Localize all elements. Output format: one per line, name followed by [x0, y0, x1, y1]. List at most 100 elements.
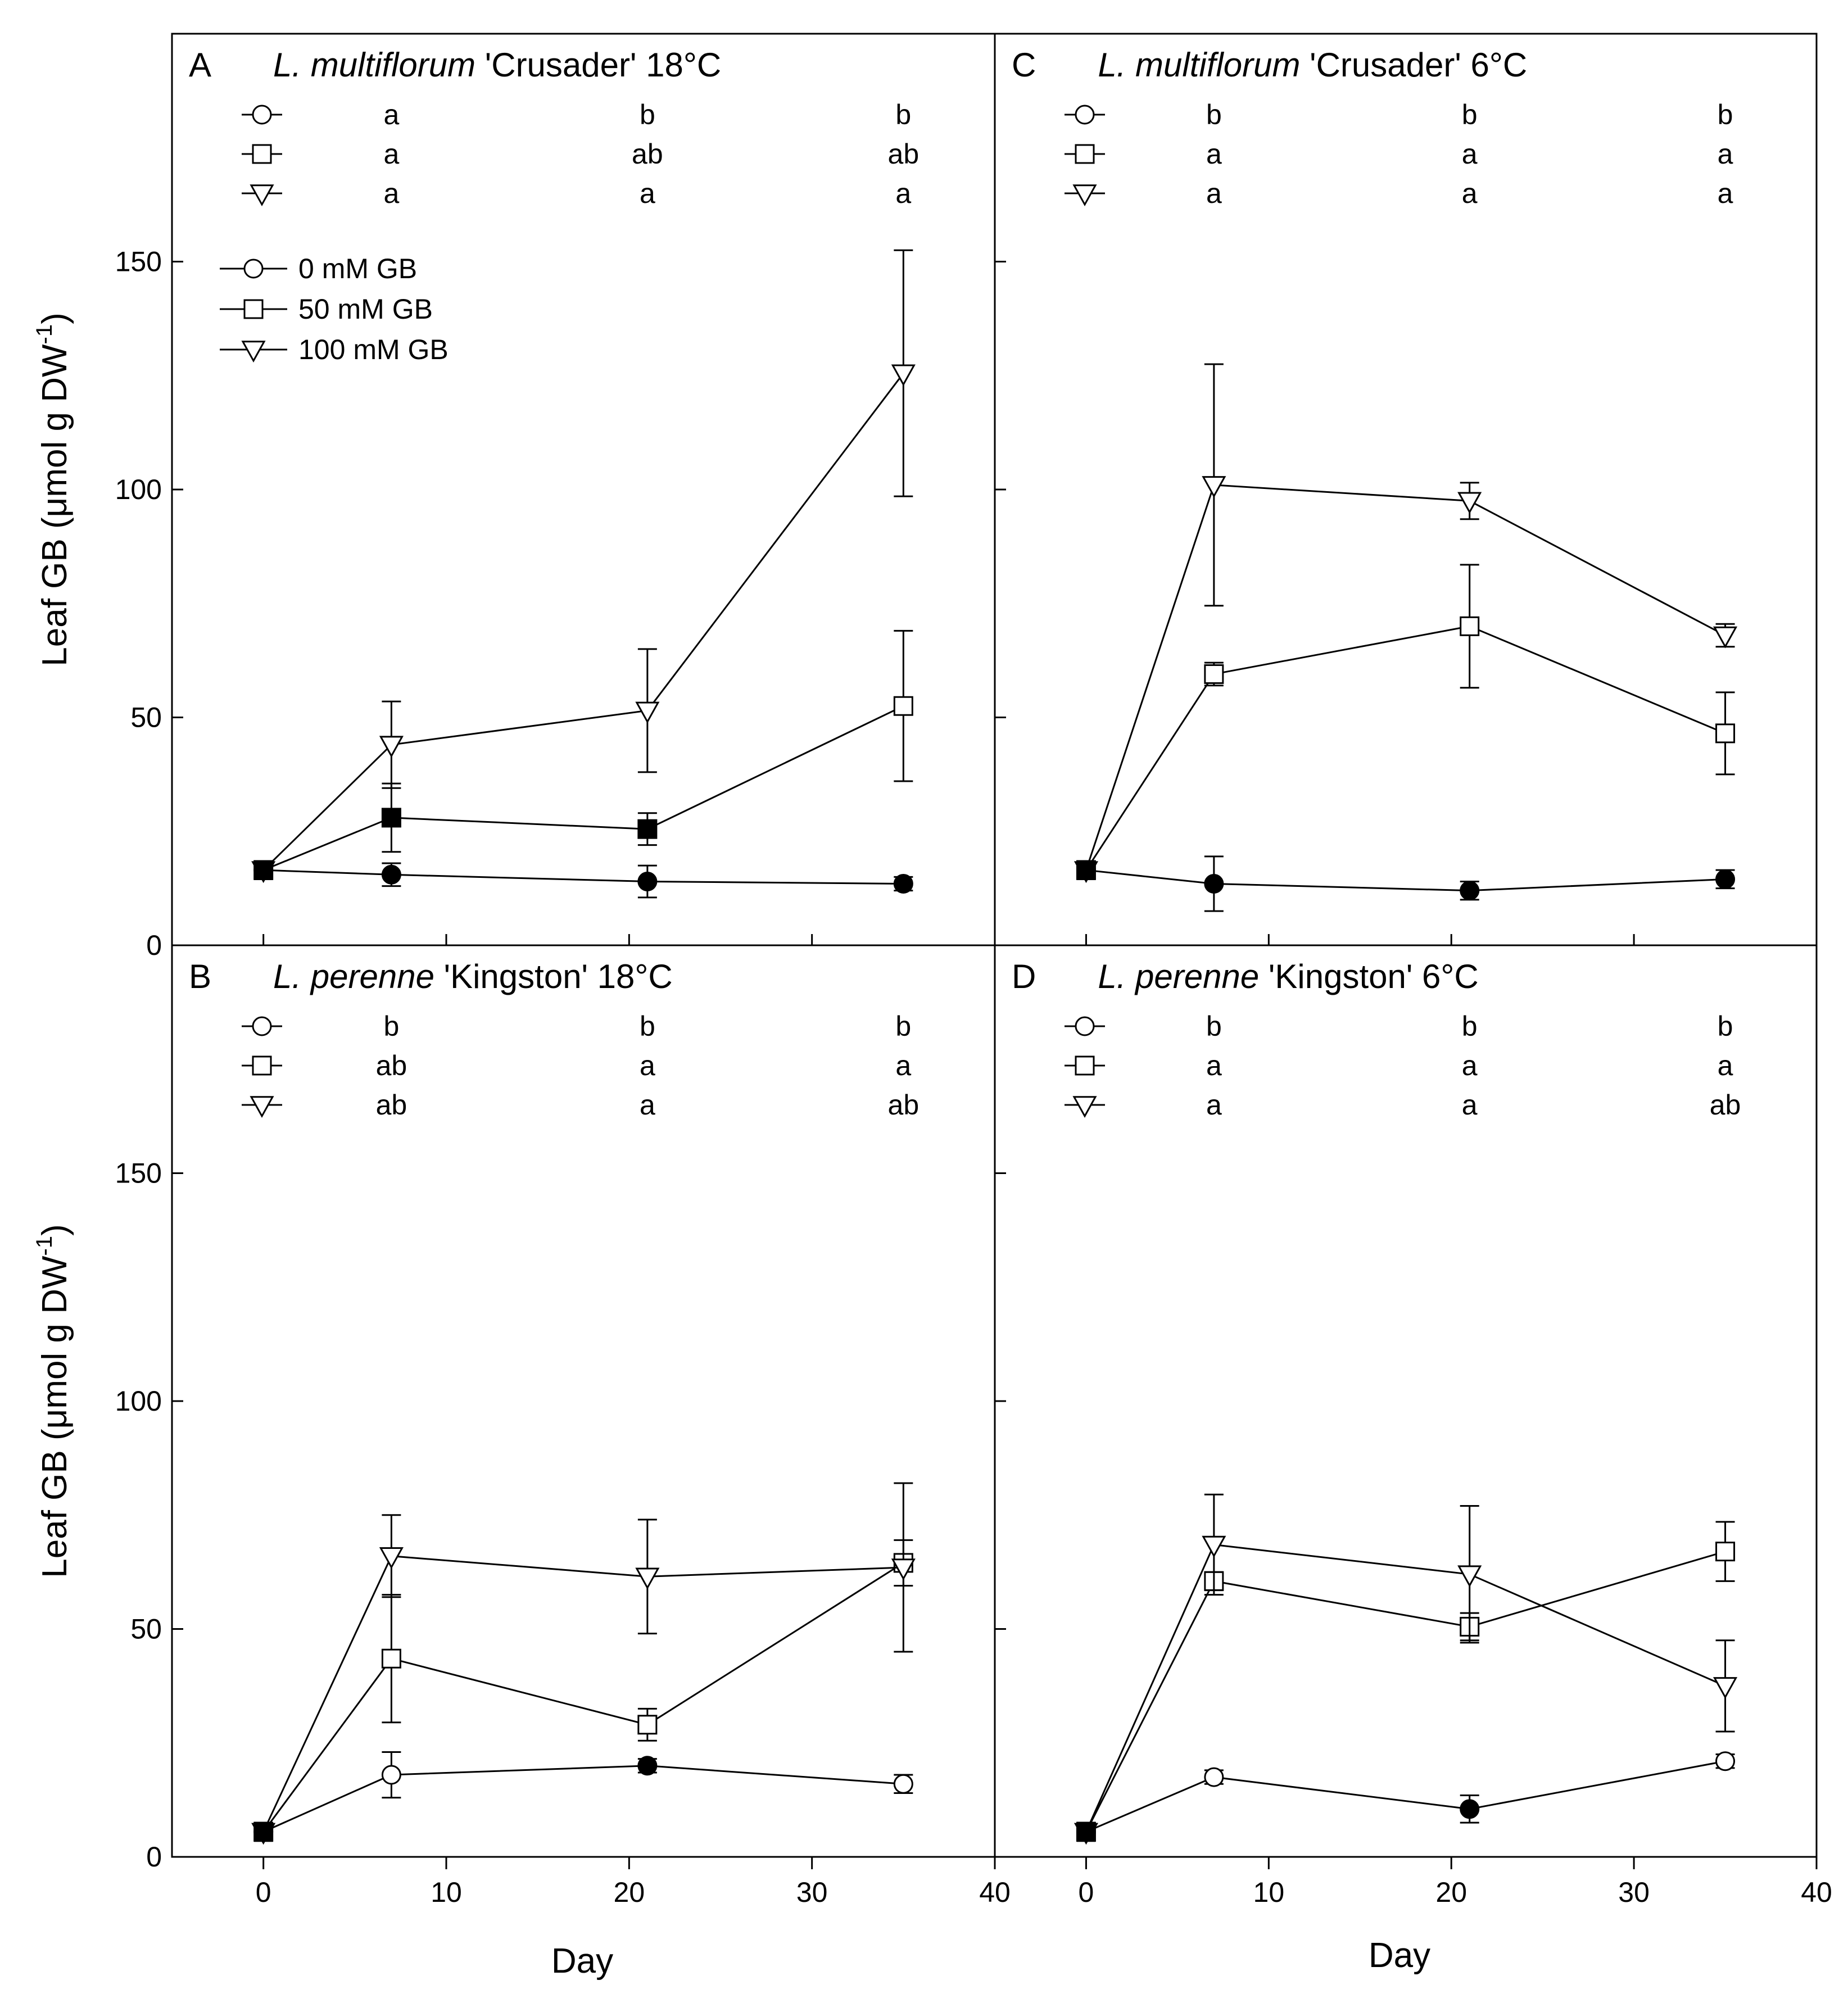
letter-key-marker	[252, 105, 272, 125]
panel-letter: D	[1012, 958, 1036, 995]
significance-letter: b	[1206, 99, 1222, 130]
data-point	[1460, 881, 1480, 901]
y-tick-label: 150	[115, 1158, 162, 1189]
letter-key-marker	[1075, 144, 1095, 164]
significance-letter: a	[895, 1050, 911, 1081]
x-tick-label: 0	[256, 1877, 271, 1908]
series-square	[253, 629, 913, 880]
significance-letter: a	[640, 1089, 655, 1121]
x-tick-label: 10	[431, 1877, 462, 1908]
panel-title: A L. multiflorum 'Crusader' 18°C	[189, 46, 721, 84]
significance-letter: ab	[888, 1089, 920, 1121]
x-tick-label: 40	[979, 1877, 1011, 1908]
series-square	[1076, 564, 1736, 880]
data-point	[891, 364, 916, 387]
panel-species: L. perenne	[1098, 958, 1259, 995]
y-tick-label: 0	[146, 1841, 162, 1873]
significance-letter: a	[1206, 1089, 1222, 1121]
letter-key-marker	[1072, 184, 1097, 207]
series-line	[1085, 1551, 1725, 1833]
series-circle	[1076, 855, 1736, 912]
data-point	[1204, 874, 1224, 894]
panel-frame	[994, 33, 1818, 946]
panel-b: 0 50 100 150 0 10 20 30 40 B L. perenne 'Kingston'…	[115, 944, 1011, 1908]
panel-frame	[171, 33, 996, 946]
y-tick-label: 100	[115, 1385, 162, 1417]
panel-letter: A	[189, 46, 211, 84]
data-point	[1204, 664, 1224, 684]
significance-letter: b	[383, 1010, 399, 1042]
legend-marker-triangle	[241, 341, 266, 363]
significance-letter: b	[1206, 1010, 1222, 1042]
significance-letter: b	[895, 99, 911, 130]
panel-title: D L. perenne 'Kingston' 6°C	[1012, 958, 1479, 995]
significance-letter: a	[640, 1050, 655, 1081]
x-tick-label: 20	[614, 1877, 645, 1908]
significance-letter: b	[640, 1010, 655, 1042]
significance-letter: b	[1718, 99, 1733, 130]
y-label-part: μ	[35, 497, 74, 518]
y-axis-label-top: Leaf GB (μmol g DW-1)	[32, 312, 74, 666]
letter-key-marker	[1072, 1096, 1097, 1118]
y-label-part: mol g DW	[35, 344, 74, 497]
series-line	[263, 705, 904, 871]
significance-letter: ab	[376, 1050, 407, 1081]
data-point	[1715, 1751, 1736, 1771]
data-point	[1457, 492, 1482, 514]
data-point	[635, 701, 660, 724]
series-triangle	[1074, 363, 1738, 883]
data-point	[893, 874, 913, 894]
panel-title: B L. perenne 'Kingston' 18°C	[189, 958, 673, 995]
y-tick-label: 50	[130, 702, 162, 733]
y-label-part: )	[35, 312, 74, 324]
data-point	[381, 1765, 401, 1785]
x-tick-label: 30	[1618, 1877, 1650, 1908]
letter-key-marker	[252, 1055, 272, 1076]
series-circle	[1076, 1751, 1736, 1842]
panel-condition: 'Crusader' 18°C	[475, 46, 721, 84]
significance-letter: b	[895, 1010, 911, 1042]
significance-letter: a	[383, 178, 399, 209]
letter-key-marker	[1075, 105, 1095, 125]
significance-letter: a	[1206, 1050, 1222, 1081]
significance-letter: a	[1718, 178, 1733, 209]
data-point	[1715, 1542, 1736, 1562]
data-point	[381, 864, 401, 885]
series-line	[263, 869, 904, 885]
x-tick-label: 10	[1253, 1877, 1285, 1908]
series-triangle	[251, 1482, 916, 1845]
data-point	[381, 1648, 401, 1669]
y-label-part: μ	[35, 1409, 74, 1429]
significance-letter: a	[1718, 138, 1733, 170]
significance-letter: a	[1206, 178, 1222, 209]
series-triangle	[1074, 1493, 1738, 1845]
y-tick-label: 100	[115, 474, 162, 505]
series-line	[1085, 625, 1726, 871]
significance-letter: ab	[1710, 1089, 1741, 1121]
x-axis-label-right: Day	[1369, 1936, 1430, 1975]
data-point	[379, 1547, 404, 1569]
x-tick-label: 20	[1435, 1877, 1467, 1908]
series-line	[1085, 1543, 1726, 1833]
x-tick-label: 0	[1079, 1877, 1094, 1908]
significance-letter: a	[1462, 1050, 1478, 1081]
series-square	[253, 1539, 913, 1842]
significance-letter: a	[895, 178, 911, 209]
data-point	[381, 808, 401, 828]
panel-species: L. multiflorum	[273, 46, 475, 84]
data-point	[893, 1774, 913, 1794]
data-point	[1713, 1677, 1738, 1699]
panel-d: 0 10 20 30 40D L. perenne 'Kingston' 6°Cb b ba a…	[994, 944, 1832, 1908]
y-tick-label: 150	[115, 246, 162, 278]
significance-letter: b	[640, 99, 655, 130]
significance-letter: ab	[376, 1089, 407, 1121]
y-axis-label-bottom: Leaf GB (μmol g DW-1)	[32, 1224, 74, 1578]
significance-letter: b	[1462, 99, 1478, 130]
data-point	[1713, 626, 1738, 649]
data-point	[893, 696, 913, 716]
letter-key-marker	[252, 1016, 272, 1036]
panel-frame	[994, 944, 1818, 1858]
panel-a: 0 50 100 150 A L. multiflorum 'Crusader' 18°C…	[115, 33, 996, 961]
significance-letter: a	[640, 178, 655, 209]
